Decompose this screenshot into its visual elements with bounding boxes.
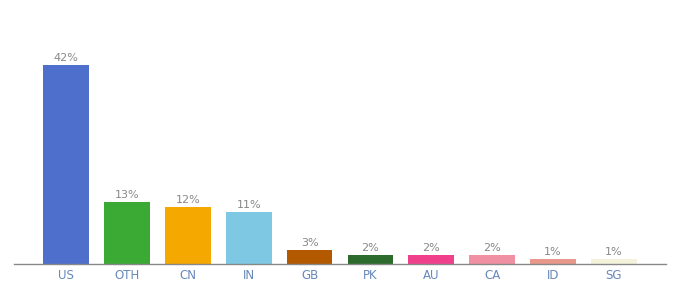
Text: 11%: 11% (237, 200, 261, 210)
Bar (226, 212, 271, 264)
Bar (409, 254, 454, 264)
Bar (104, 202, 150, 264)
Bar (530, 259, 576, 264)
Bar (165, 207, 211, 264)
Bar (347, 254, 393, 264)
Text: 2%: 2% (483, 243, 501, 253)
Bar (287, 250, 333, 264)
Text: 2%: 2% (362, 243, 379, 253)
Bar (469, 254, 515, 264)
Text: 2%: 2% (422, 243, 440, 253)
Bar (591, 259, 636, 264)
Text: 1%: 1% (605, 247, 623, 257)
Bar (44, 64, 89, 264)
Text: 12%: 12% (175, 195, 200, 205)
Text: 42%: 42% (54, 52, 78, 63)
Text: 13%: 13% (115, 190, 139, 200)
Text: 3%: 3% (301, 238, 318, 248)
Text: 1%: 1% (544, 247, 562, 257)
